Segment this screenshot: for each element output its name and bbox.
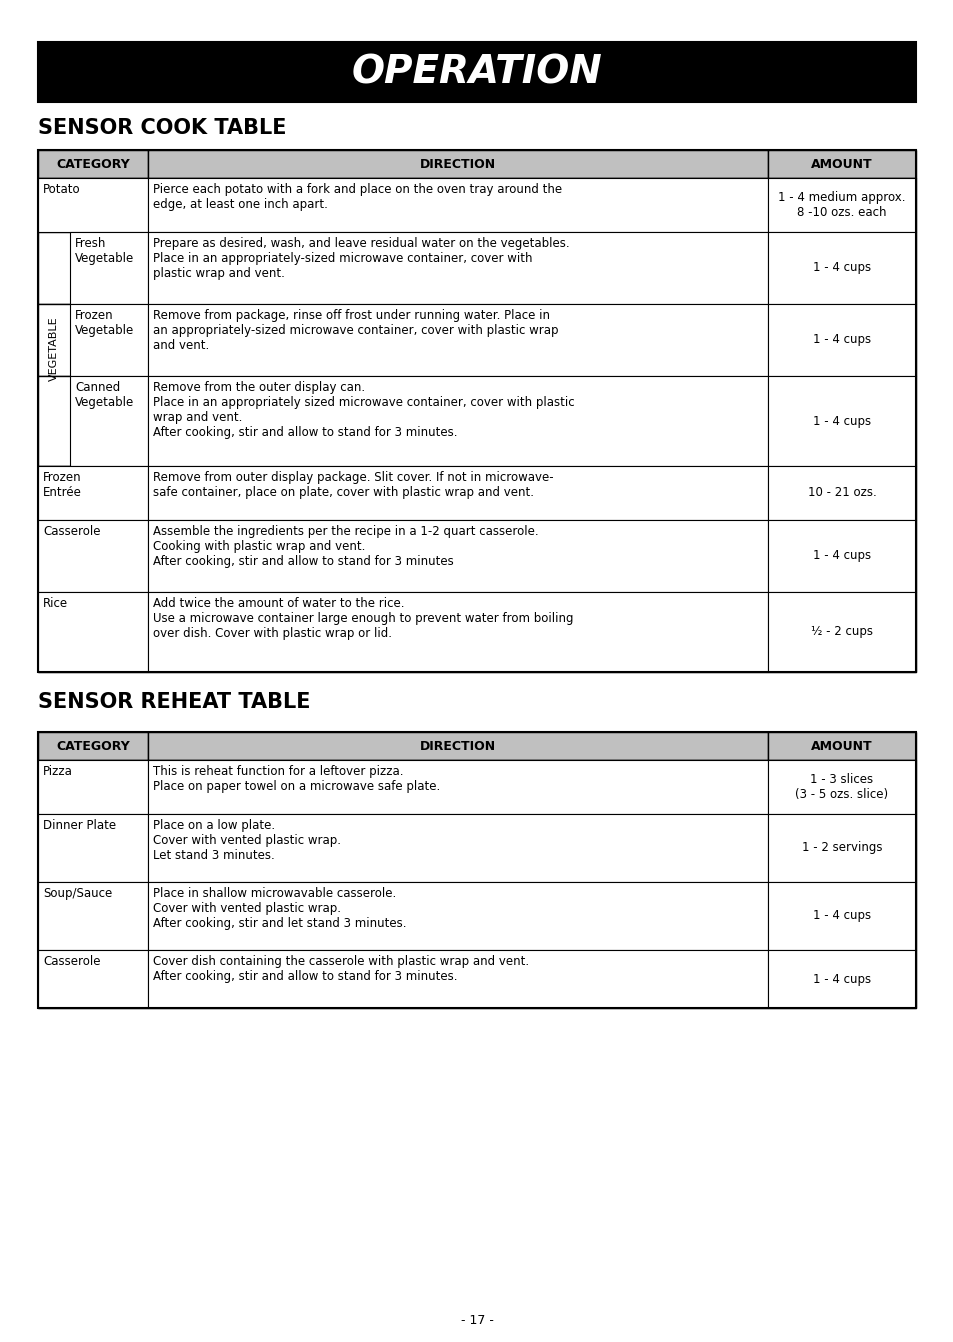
Bar xyxy=(767,232,915,305)
Bar xyxy=(148,466,767,519)
Bar xyxy=(38,731,915,1008)
Bar xyxy=(38,815,148,882)
Text: Remove from package, rinse off frost under running water. Place in
an appropriat: Remove from package, rinse off frost und… xyxy=(152,309,558,352)
Text: SENSOR COOK TABLE: SENSOR COOK TABLE xyxy=(38,118,286,138)
Bar xyxy=(38,882,148,950)
Bar xyxy=(38,950,915,1008)
Bar xyxy=(38,178,148,232)
Text: AMOUNT: AMOUNT xyxy=(810,739,872,753)
Bar xyxy=(38,466,148,519)
Bar xyxy=(767,178,915,232)
Bar xyxy=(70,232,148,305)
Bar xyxy=(38,305,915,376)
Bar xyxy=(38,592,148,672)
Text: Remove from outer display package. Slit cover. If not in microwave-
safe contain: Remove from outer display package. Slit … xyxy=(152,471,553,499)
Text: Prepare as desired, wash, and leave residual water on the vegetables.
Place in a: Prepare as desired, wash, and leave resi… xyxy=(152,238,569,280)
Bar xyxy=(767,305,915,376)
Bar xyxy=(148,305,767,376)
Text: Dinner Plate: Dinner Plate xyxy=(43,819,116,832)
Text: Fresh
Vegetable: Fresh Vegetable xyxy=(75,238,134,264)
Bar xyxy=(38,466,915,519)
Text: Remove from the outer display can.
Place in an appropriately sized microwave con: Remove from the outer display can. Place… xyxy=(152,381,574,439)
Text: OPERATION: OPERATION xyxy=(352,52,601,91)
Text: Soup/Sauce: Soup/Sauce xyxy=(43,887,112,900)
Text: This is reheat function for a leftover pizza.
Place on paper towel on a microwav: This is reheat function for a leftover p… xyxy=(152,765,439,793)
Bar xyxy=(767,150,915,178)
Bar xyxy=(767,760,915,815)
Text: Frozen
Vegetable: Frozen Vegetable xyxy=(75,309,134,337)
Bar xyxy=(38,815,915,882)
Text: 10 - 21 ozs.: 10 - 21 ozs. xyxy=(807,487,876,499)
Bar xyxy=(148,150,767,178)
Text: Place in shallow microwavable casserole.
Cover with vented plastic wrap.
After c: Place in shallow microwavable casserole.… xyxy=(152,887,406,930)
Text: Casserole: Casserole xyxy=(43,956,100,968)
Text: 1 - 4 cups: 1 - 4 cups xyxy=(812,262,870,275)
Bar xyxy=(38,232,915,305)
Bar xyxy=(148,519,767,592)
Bar xyxy=(148,882,767,950)
Text: Cover dish containing the casserole with plastic wrap and vent.
After cooking, s: Cover dish containing the casserole with… xyxy=(152,956,529,982)
Bar xyxy=(767,882,915,950)
Text: Casserole: Casserole xyxy=(43,525,100,538)
Text: DIRECTION: DIRECTION xyxy=(419,157,496,170)
Text: Pierce each potato with a fork and place on the oven tray around the
edge, at le: Pierce each potato with a fork and place… xyxy=(152,183,561,211)
Text: 1 - 4 cups: 1 - 4 cups xyxy=(812,549,870,562)
Bar xyxy=(148,760,767,815)
Text: CATEGORY: CATEGORY xyxy=(56,157,130,170)
Bar xyxy=(767,519,915,592)
Bar xyxy=(148,178,767,232)
Text: SENSOR REHEAT TABLE: SENSOR REHEAT TABLE xyxy=(38,692,310,713)
Bar xyxy=(767,592,915,672)
Bar xyxy=(148,232,767,305)
Bar xyxy=(38,760,915,815)
Bar xyxy=(38,731,148,760)
Bar xyxy=(38,150,915,672)
Bar xyxy=(70,305,148,376)
Text: ½ - 2 cups: ½ - 2 cups xyxy=(810,625,872,639)
Text: 1 - 4 cups: 1 - 4 cups xyxy=(812,334,870,346)
Bar xyxy=(38,519,915,592)
Bar xyxy=(767,815,915,882)
Bar xyxy=(38,760,148,815)
Bar xyxy=(38,150,148,178)
Text: CATEGORY: CATEGORY xyxy=(56,739,130,753)
Text: Add twice the amount of water to the rice.
Use a microwave container large enoug: Add twice the amount of water to the ric… xyxy=(152,597,573,640)
Bar xyxy=(148,731,767,760)
Text: DIRECTION: DIRECTION xyxy=(419,739,496,753)
Text: 1 - 4 cups: 1 - 4 cups xyxy=(812,415,870,428)
Text: 1 - 2 servings: 1 - 2 servings xyxy=(801,841,882,855)
Text: 1 - 4 cups: 1 - 4 cups xyxy=(812,973,870,985)
Text: Pizza: Pizza xyxy=(43,765,72,778)
Bar xyxy=(38,232,70,466)
Bar xyxy=(38,950,148,1008)
Bar xyxy=(70,376,148,466)
Bar xyxy=(767,466,915,519)
Text: 1 - 4 cups: 1 - 4 cups xyxy=(812,910,870,922)
Text: AMOUNT: AMOUNT xyxy=(810,157,872,170)
Bar xyxy=(38,519,148,592)
Bar xyxy=(38,376,915,466)
Text: 1 - 3 slices
(3 - 5 ozs. slice): 1 - 3 slices (3 - 5 ozs. slice) xyxy=(795,773,887,801)
Text: VEGETABLE: VEGETABLE xyxy=(49,317,59,381)
Text: Frozen
Entrée: Frozen Entrée xyxy=(43,471,82,499)
Bar xyxy=(767,731,915,760)
Bar xyxy=(38,178,915,232)
Text: Assemble the ingredients per the recipe in a 1-2 quart casserole.
Cooking with p: Assemble the ingredients per the recipe … xyxy=(152,525,538,568)
Text: Potato: Potato xyxy=(43,183,81,196)
Bar xyxy=(148,950,767,1008)
Bar xyxy=(38,592,915,672)
Bar xyxy=(38,882,915,950)
Bar xyxy=(148,815,767,882)
Text: 1 - 4 medium approx.
8 -10 ozs. each: 1 - 4 medium approx. 8 -10 ozs. each xyxy=(778,191,904,219)
Text: Place on a low plate.
Cover with vented plastic wrap.
Let stand 3 minutes.: Place on a low plate. Cover with vented … xyxy=(152,819,340,862)
Text: Rice: Rice xyxy=(43,597,68,611)
Bar xyxy=(38,42,915,102)
Bar xyxy=(148,376,767,466)
Bar xyxy=(767,376,915,466)
Text: - 17 -: - 17 - xyxy=(460,1314,493,1327)
Bar xyxy=(767,950,915,1008)
Bar xyxy=(148,592,767,672)
Text: Canned
Vegetable: Canned Vegetable xyxy=(75,381,134,409)
